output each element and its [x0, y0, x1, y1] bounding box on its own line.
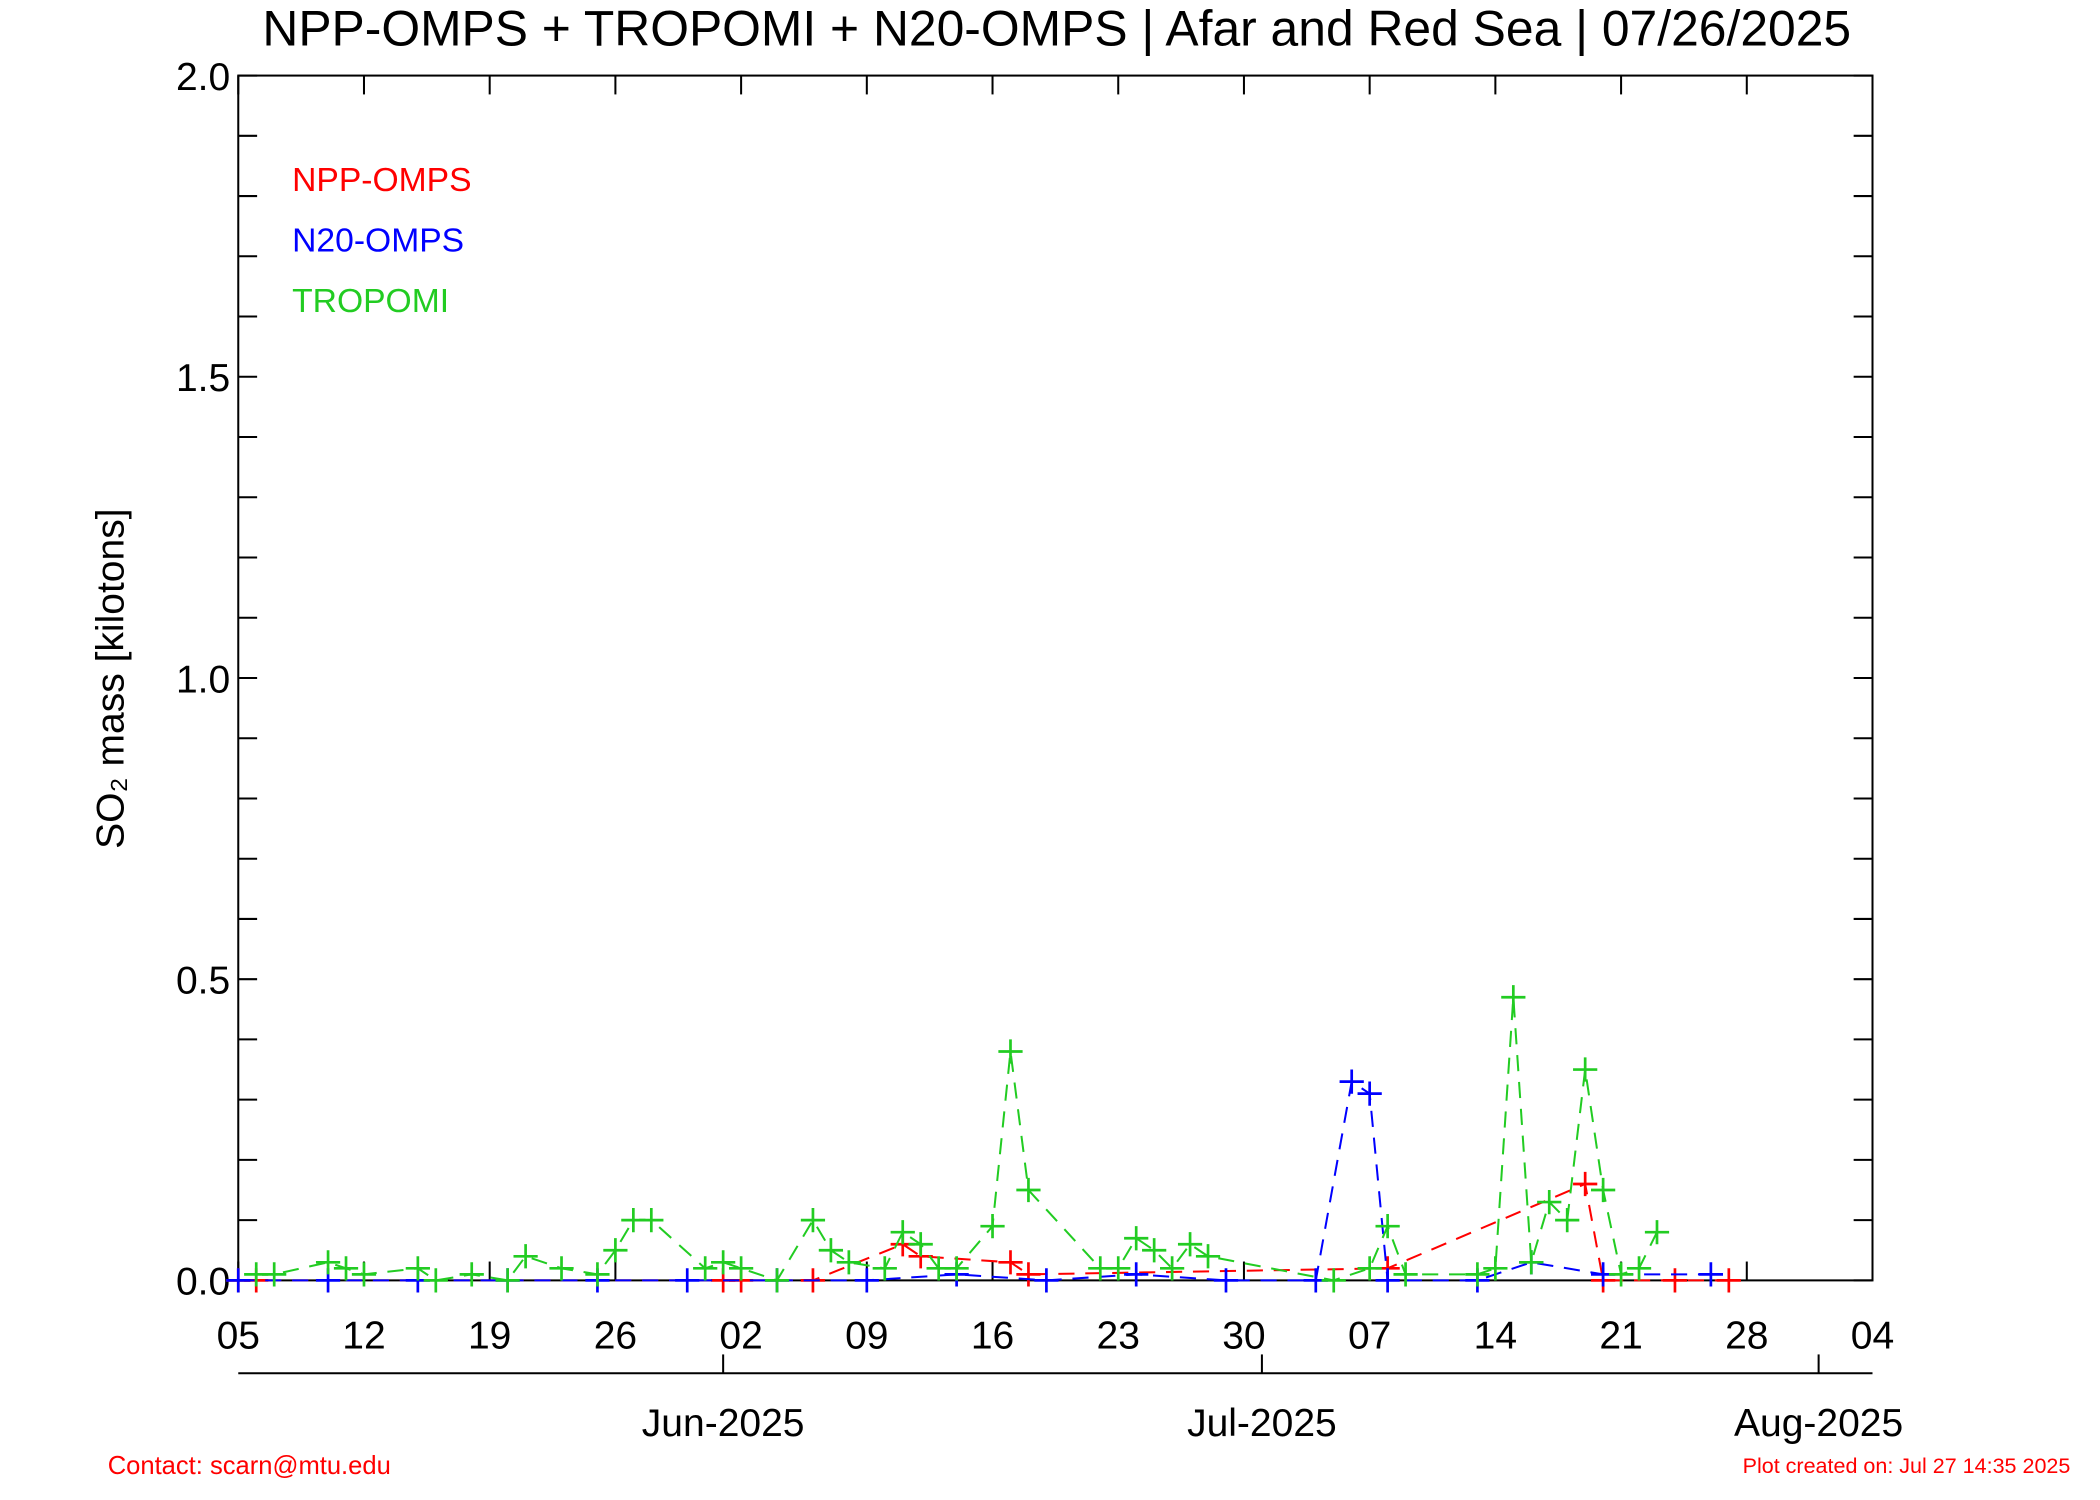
data-marker [1501, 985, 1526, 1010]
x-tick-label: 16 [971, 1315, 1014, 1358]
series-line [256, 997, 1658, 1282]
data-marker [351, 1262, 377, 1287]
data-marker [1519, 1250, 1544, 1275]
data-marker [944, 1256, 969, 1281]
data-marker [1195, 1244, 1221, 1269]
data-marker [980, 1214, 1005, 1239]
data-marker [1608, 1262, 1634, 1287]
data-marker [1573, 1171, 1598, 1197]
data-marker [405, 1256, 430, 1281]
data-marker [1016, 1262, 1041, 1287]
legend-entry: N20-OMPS [292, 222, 464, 259]
data-marker [1698, 1262, 1723, 1287]
y-axis-label: SO₂ mass [kilotons] [89, 508, 132, 848]
data-marker [1662, 1268, 1688, 1293]
created-note: Plot created on: Jul 27 14:35 2025 [1743, 1454, 2071, 1478]
data-marker [1591, 1177, 1616, 1203]
data-marker [423, 1268, 448, 1293]
data-marker [226, 1268, 251, 1293]
data-marker [1321, 1268, 1346, 1293]
x-tick-label: 04 [1851, 1315, 1894, 1358]
data-marker [1124, 1226, 1149, 1251]
series-line [238, 1079, 1711, 1282]
legend-entry: NPP-OMPS [292, 162, 471, 199]
x-tick-label: 14 [1474, 1315, 1517, 1358]
data-marker [603, 1238, 628, 1263]
data-marker [1555, 1208, 1580, 1233]
data-marker [1716, 1268, 1741, 1293]
data-marker [1357, 1256, 1382, 1281]
data-marker [818, 1238, 844, 1263]
data-marker [836, 1250, 861, 1275]
x-tick-label: 28 [1725, 1315, 1768, 1358]
month-tick-label: Jul-2025 [1187, 1402, 1337, 1445]
contact-note: Contact: scarn@mtu.edu [108, 1452, 391, 1480]
data-marker [639, 1208, 664, 1233]
x-tick-label: 12 [342, 1315, 385, 1358]
data-marker [1034, 1268, 1059, 1293]
data-marker [1016, 1177, 1041, 1203]
x-tick-label: 09 [845, 1315, 888, 1358]
data-marker [872, 1256, 897, 1281]
data-marker [1124, 1262, 1149, 1287]
data-marker [1483, 1256, 1508, 1281]
data-marker [1357, 1081, 1382, 1106]
data-marker [1213, 1268, 1239, 1293]
data-marker [1177, 1232, 1203, 1257]
data-marker [1159, 1256, 1185, 1281]
plot-frame [237, 74, 1874, 1282]
data-marker [333, 1256, 359, 1281]
data-marker [495, 1268, 520, 1293]
y-tick-label: 0.0 [176, 1261, 230, 1304]
y-tick-label: 1.5 [176, 357, 230, 400]
legend-entry: TROPOMI [292, 283, 449, 320]
x-tick-label: 26 [594, 1315, 637, 1358]
y-tick-label: 2.0 [176, 56, 230, 99]
data-marker [1644, 1220, 1670, 1245]
data-marker [315, 1250, 341, 1275]
data-marker [800, 1208, 826, 1233]
x-tick-label: 19 [468, 1315, 511, 1358]
x-tick-label: 05 [217, 1315, 260, 1358]
data-marker [728, 1256, 754, 1281]
x-tick-label: 07 [1348, 1315, 1391, 1358]
month-tick-label: Jun-2025 [642, 1402, 805, 1445]
data-marker [1573, 1057, 1598, 1082]
month-tick-label: Aug-2025 [1734, 1402, 1903, 1445]
data-marker [998, 1250, 1023, 1275]
chart-title: NPP-OMPS + TROPOMI + N20-OMPS | Afar and… [262, 1, 1851, 57]
data-marker [890, 1220, 915, 1245]
data-marker [1537, 1189, 1562, 1215]
data-marker [1142, 1238, 1167, 1263]
data-marker [693, 1256, 718, 1281]
data-marker [1106, 1256, 1131, 1281]
data-marker [513, 1244, 538, 1269]
x-tick-label: 21 [1599, 1315, 1642, 1358]
data-marker [1339, 1069, 1364, 1094]
x-tick-label: 30 [1222, 1315, 1265, 1358]
data-marker [908, 1232, 933, 1257]
data-marker [711, 1250, 736, 1275]
data-marker [1375, 1268, 1400, 1293]
data-marker [1375, 1214, 1400, 1239]
data-marker [585, 1262, 610, 1287]
y-tick-label: 1.0 [176, 658, 230, 701]
x-tick-label: 23 [1097, 1315, 1140, 1358]
data-marker [549, 1256, 574, 1281]
data-marker [675, 1268, 700, 1293]
series-line [238, 1182, 1729, 1282]
y-tick-label: 0.5 [176, 960, 230, 1003]
data-marker [1393, 1262, 1418, 1287]
data-marker [764, 1268, 790, 1293]
data-marker [998, 1039, 1023, 1064]
data-marker [459, 1262, 484, 1287]
data-marker [1626, 1256, 1652, 1281]
x-tick-label: 02 [719, 1315, 762, 1358]
data-marker [1465, 1262, 1490, 1287]
data-marker [262, 1262, 287, 1287]
data-marker [854, 1268, 879, 1293]
